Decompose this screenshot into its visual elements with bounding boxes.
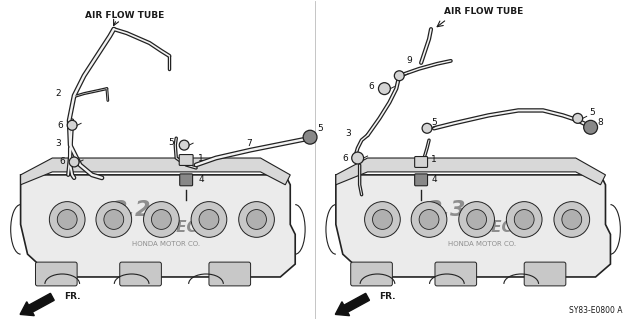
- Text: 1: 1: [431, 156, 437, 164]
- Circle shape: [573, 113, 583, 123]
- Circle shape: [199, 210, 219, 229]
- Text: 6: 6: [59, 157, 65, 166]
- Circle shape: [373, 210, 392, 229]
- Text: AIR FLOW TUBE: AIR FLOW TUBE: [85, 11, 164, 20]
- FancyBboxPatch shape: [179, 155, 193, 165]
- Circle shape: [459, 202, 494, 237]
- Text: 5: 5: [168, 138, 174, 147]
- FancyBboxPatch shape: [351, 262, 392, 286]
- Text: 9: 9: [406, 56, 412, 65]
- Text: VTEC: VTEC: [469, 220, 513, 235]
- Circle shape: [352, 152, 364, 164]
- Text: 6: 6: [57, 121, 63, 130]
- Text: 5: 5: [431, 118, 437, 127]
- Text: 2.2: 2.2: [112, 200, 152, 220]
- Circle shape: [49, 202, 85, 237]
- Polygon shape: [20, 158, 290, 185]
- Text: 4: 4: [431, 175, 437, 184]
- Polygon shape: [336, 158, 606, 185]
- Polygon shape: [336, 175, 610, 277]
- Circle shape: [191, 202, 227, 237]
- Circle shape: [364, 202, 400, 237]
- Circle shape: [179, 140, 189, 150]
- Circle shape: [69, 157, 79, 167]
- FancyBboxPatch shape: [36, 262, 77, 286]
- FancyBboxPatch shape: [180, 174, 192, 186]
- Circle shape: [394, 71, 404, 81]
- Circle shape: [562, 210, 582, 229]
- Circle shape: [143, 202, 179, 237]
- Text: 7: 7: [246, 139, 252, 148]
- Circle shape: [104, 210, 124, 229]
- Circle shape: [303, 130, 317, 144]
- Circle shape: [583, 120, 598, 134]
- Circle shape: [378, 83, 390, 95]
- FancyBboxPatch shape: [209, 262, 250, 286]
- Circle shape: [412, 202, 447, 237]
- Polygon shape: [20, 175, 295, 277]
- Text: 2: 2: [55, 89, 61, 98]
- FancyArrow shape: [20, 293, 54, 316]
- Text: VTEC: VTEC: [154, 220, 198, 235]
- FancyArrow shape: [335, 293, 369, 316]
- Text: FR.: FR.: [64, 292, 81, 301]
- Text: 5: 5: [317, 124, 323, 133]
- Text: SY83-E0800 A: SY83-E0800 A: [569, 306, 622, 315]
- FancyBboxPatch shape: [415, 156, 427, 167]
- Circle shape: [247, 210, 266, 229]
- FancyBboxPatch shape: [120, 262, 161, 286]
- Text: 6: 6: [342, 154, 348, 163]
- FancyBboxPatch shape: [415, 174, 427, 186]
- Circle shape: [239, 202, 275, 237]
- Circle shape: [67, 120, 77, 130]
- Circle shape: [506, 202, 542, 237]
- Text: HONDA MOTOR CO.: HONDA MOTOR CO.: [448, 241, 515, 247]
- FancyBboxPatch shape: [524, 262, 566, 286]
- FancyBboxPatch shape: [435, 262, 476, 286]
- Text: 3: 3: [345, 129, 350, 138]
- Text: 3: 3: [55, 139, 61, 148]
- Text: 1: 1: [198, 154, 204, 163]
- Circle shape: [514, 210, 534, 229]
- Text: 2.3: 2.3: [427, 200, 467, 220]
- Circle shape: [57, 210, 77, 229]
- Circle shape: [96, 202, 132, 237]
- Circle shape: [422, 123, 432, 133]
- Circle shape: [152, 210, 171, 229]
- Text: FR.: FR.: [380, 292, 396, 301]
- Text: AIR FLOW TUBE: AIR FLOW TUBE: [444, 7, 523, 16]
- Text: HONDA MOTOR CO.: HONDA MOTOR CO.: [132, 241, 201, 247]
- Text: 6: 6: [369, 82, 375, 91]
- Circle shape: [467, 210, 487, 229]
- Text: 4: 4: [198, 175, 204, 184]
- Text: 5: 5: [590, 108, 596, 117]
- Circle shape: [554, 202, 590, 237]
- Text: 8: 8: [598, 118, 603, 127]
- Circle shape: [419, 210, 439, 229]
